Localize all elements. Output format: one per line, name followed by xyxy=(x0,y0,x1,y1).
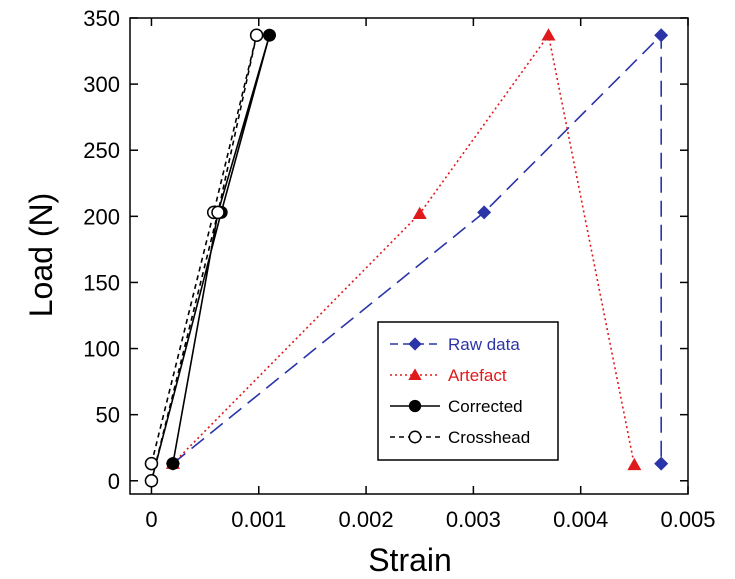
x-tick-label: 0.004 xyxy=(553,507,608,532)
legend-marker-crosshead xyxy=(408,430,422,444)
legend-entry-raw-data: Raw data xyxy=(390,335,520,354)
legend-label-crosshead: Crosshead xyxy=(448,428,530,447)
y-tick-label: 350 xyxy=(83,6,120,31)
series-line-raw-data xyxy=(172,33,663,465)
y-tick-label: 100 xyxy=(83,337,120,362)
x-tick-label: 0.003 xyxy=(446,507,501,532)
legend-entry-artefact: Artefact xyxy=(390,366,507,385)
plot-frame xyxy=(129,17,689,495)
data-point-corrected-2 xyxy=(263,28,276,42)
data-point-corrected-4 xyxy=(166,457,180,471)
x-tick-label: 0.001 xyxy=(231,507,286,532)
legend-marker-raw-data xyxy=(408,337,422,351)
y-tick-label: 50 xyxy=(96,403,120,428)
y-tick-label: 200 xyxy=(83,204,120,229)
x-tick-label: 0 xyxy=(145,507,157,532)
legend-label-corrected: Corrected xyxy=(448,397,523,416)
data-point-artefact-2 xyxy=(541,28,556,41)
series-corrected xyxy=(144,28,276,488)
data-point-crosshead-4 xyxy=(144,474,159,488)
data-point-crosshead-2 xyxy=(249,28,264,42)
data-point-crosshead-0 xyxy=(144,456,159,471)
x-tick-label: 0.005 xyxy=(660,507,715,532)
data-point-raw-data-1 xyxy=(477,205,492,220)
data-point-raw-data-2 xyxy=(654,28,669,43)
chart-axes: 0 0.001 0.002 0.003 0.004 0.005 0 50 100 150 200 25… xyxy=(83,6,715,532)
series-line-artefact xyxy=(172,33,636,466)
data-point-raw-data-3 xyxy=(654,456,669,471)
series-line-crosshead xyxy=(150,35,258,481)
series-crosshead xyxy=(144,28,264,488)
chart-marks xyxy=(144,28,669,488)
legend-marker-artefact xyxy=(408,368,422,380)
legend-entry-corrected: Corrected xyxy=(390,397,523,416)
legend-marker-corrected xyxy=(408,399,422,413)
y-tick-label: 0 xyxy=(108,469,120,494)
legend-label-raw-data: Raw data xyxy=(448,335,520,354)
data-point-artefact-1 xyxy=(412,206,427,219)
data-point-artefact-3 xyxy=(627,457,642,471)
legend-label-artefact: Artefact xyxy=(448,366,507,385)
y-tick-label: 300 xyxy=(83,72,120,97)
series-line-corrected xyxy=(150,34,271,482)
y-tick-label: 150 xyxy=(83,270,120,295)
legend: Raw data Artefact Corrected Crosshead xyxy=(377,321,559,461)
y-tick-label: 250 xyxy=(83,138,120,163)
data-point-crosshead-3 xyxy=(211,205,225,220)
legend-entry-crosshead: Crosshead xyxy=(390,428,530,447)
y-axis-title: Load (N) xyxy=(23,193,59,318)
x-tick-label: 0.002 xyxy=(339,507,394,532)
x-axis-title: Strain xyxy=(368,542,452,578)
